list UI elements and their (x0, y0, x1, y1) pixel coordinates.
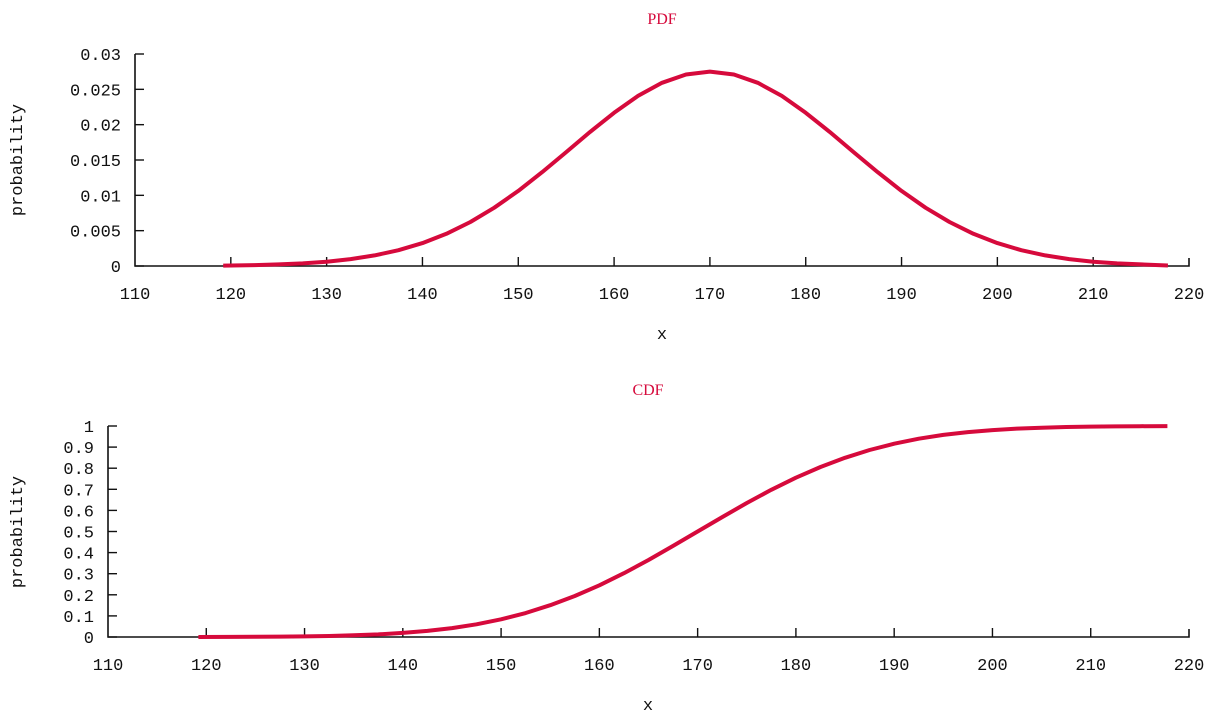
x-tick-label: 110 (93, 657, 124, 676)
x-tick-label: 180 (790, 286, 821, 305)
x-tick-label: 160 (599, 286, 630, 305)
y-tick-label: 0.3 (63, 567, 94, 586)
y-tick-label: 0.5 (63, 525, 94, 544)
cdf-axes (107, 426, 1190, 638)
x-tick-label: 130 (289, 657, 320, 676)
x-tick-label: 210 (1078, 286, 1109, 305)
y-tick-label: 0.02 (80, 118, 121, 137)
pdf-x-axis-label: x (657, 326, 667, 345)
x-tick-label: 140 (407, 286, 438, 305)
x-tick-label: 150 (503, 286, 534, 305)
y-tick-label: 0.1 (63, 609, 94, 628)
x-tick-label: 180 (781, 657, 812, 676)
x-tick-label: 220 (1174, 657, 1205, 676)
y-tick-label: 0.7 (63, 482, 94, 501)
x-tick-label: 200 (977, 657, 1008, 676)
pdf-title: PDF (647, 11, 676, 28)
y-tick-label: 0.2 (63, 588, 94, 607)
y-tick-label: 0 (84, 630, 94, 649)
x-tick-label: 120 (216, 286, 247, 305)
x-tick-label: 160 (584, 657, 615, 676)
y-tick-label: 0.9 (63, 440, 94, 459)
x-tick-label: 200 (982, 286, 1013, 305)
y-tick-label: 0.8 (63, 461, 94, 480)
y-tick-label: 0.01 (80, 188, 121, 207)
x-tick-label: 170 (695, 286, 726, 305)
y-tick-label: 0.015 (70, 153, 121, 172)
x-tick-label: 190 (886, 286, 917, 305)
y-tick-label: 0.6 (63, 503, 94, 522)
x-tick-label: 150 (486, 657, 517, 676)
cdf-x-ticks: 110 120 130 140 150 160 170 180 190 200 210 220 (93, 628, 1205, 676)
cdf-curve (198, 424, 1168, 639)
x-tick-label: 120 (191, 657, 222, 676)
y-tick-label: 0.03 (80, 47, 121, 66)
y-tick-label: 0.4 (63, 546, 94, 565)
pdf-curve (223, 69, 1168, 268)
y-tick-label: 0.005 (70, 224, 121, 243)
cdf-y-ticks: 0 0.1 0.2 0.3 0.4 0.5 0.6 0.7 0.8 0.9 1 (63, 419, 117, 649)
x-tick-label: 210 (1075, 657, 1106, 676)
x-tick-label: 170 (682, 657, 713, 676)
x-tick-label: 110 (120, 286, 151, 305)
cdf-y-axis-label: probability (9, 476, 28, 588)
cdf-plot: CDF 0 0.1 0.2 0.3 0.4 0.5 0.6 0.7 0.8 0.9 1 110 120… (9, 382, 1204, 716)
x-tick-label: 190 (879, 657, 910, 676)
cdf-title: CDF (632, 382, 663, 399)
y-tick-label: 0.025 (70, 82, 121, 101)
pdf-y-ticks: 0 0.005 0.01 0.015 0.02 0.025 0.03 (70, 47, 144, 278)
x-tick-label: 130 (311, 286, 342, 305)
pdf-x-ticks: 110 120 130 140 150 160 170 180 190 200 210 220 (120, 257, 1205, 305)
x-tick-label: 220 (1174, 286, 1205, 305)
x-tick-label: 140 (388, 657, 419, 676)
y-tick-label: 0 (111, 259, 121, 278)
pdf-axes (134, 54, 1190, 267)
cdf-x-axis-label: x (643, 697, 653, 716)
y-tick-label: 1 (84, 419, 94, 438)
pdf-y-axis-label: probability (9, 104, 28, 216)
